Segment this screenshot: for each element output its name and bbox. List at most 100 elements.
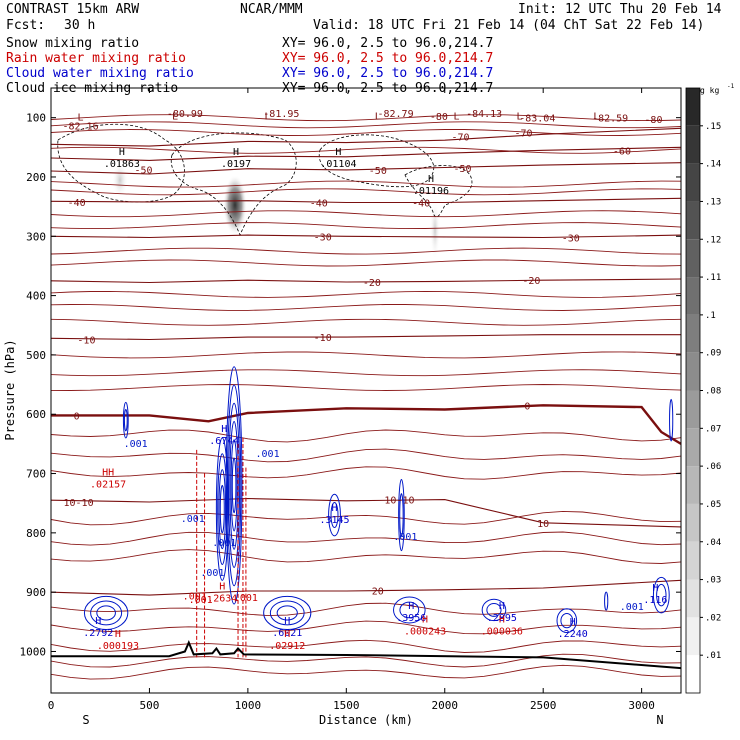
isotherm-line — [51, 146, 681, 154]
max-value-label: .3145 — [319, 515, 349, 526]
colorbar-swatch — [686, 503, 700, 542]
isotherm-line — [51, 510, 681, 526]
cloud-ice-contour — [57, 123, 185, 203]
rain-label: .001 — [183, 591, 207, 602]
max-value-label: .2895 — [487, 613, 517, 624]
isotherm-label: 10-10 — [64, 498, 94, 509]
cloud-water-contour — [228, 402, 241, 569]
colorbar-tick-label: .02 — [705, 613, 721, 623]
max-marker: HH — [102, 467, 114, 478]
plot-frame — [50, 87, 682, 694]
cloud-water-contour — [219, 484, 225, 534]
isotherm-line — [51, 180, 681, 188]
y-tick-label: 800 — [26, 527, 46, 540]
cloud-water-contour — [560, 613, 574, 629]
isotherm-label: -50 — [369, 166, 387, 177]
colorbar-swatch — [686, 201, 700, 240]
cloud-water-contour — [556, 608, 578, 634]
y-tick-label: 200 — [26, 171, 46, 184]
max-marker: H — [233, 147, 239, 158]
colorbar-tick-label: .07 — [705, 424, 721, 434]
isotherm-line — [51, 549, 681, 564]
min-marker: L — [517, 111, 523, 122]
cloud-water-contour — [652, 576, 670, 614]
cloud-water-contour — [328, 493, 341, 537]
colorbar-tick-label: .03 — [705, 576, 721, 586]
max-marker: H — [284, 629, 290, 640]
legend-rain-label: Rain water mixing ratio — [6, 51, 187, 66]
isotherm-line — [51, 318, 681, 326]
isotherm-line — [51, 162, 681, 175]
cloud-water-contour — [217, 453, 228, 566]
max-value-label: .2240 — [558, 629, 588, 640]
colorbar-swatch — [686, 428, 700, 467]
colorbar-tick-label: .06 — [705, 462, 721, 472]
cloud-water-contour — [269, 600, 305, 626]
cloud-water-contour — [669, 398, 674, 442]
isotherm-line — [51, 129, 681, 136]
isotherm-line — [51, 579, 681, 596]
rain-label: .001 — [234, 593, 258, 604]
isotherm-label: 0 — [524, 401, 530, 412]
isotherm-label: -82.79 — [377, 109, 413, 120]
max-value-label: .6744 — [209, 436, 239, 447]
max-marker: H — [219, 581, 225, 592]
isotherm-line — [51, 197, 681, 204]
max-value-label: .000193 — [97, 641, 139, 652]
max-marker: H — [221, 424, 227, 435]
cloud-water-contour — [399, 601, 420, 619]
cloud-water-contour — [230, 439, 238, 532]
max-value-label: .6021 — [272, 628, 302, 639]
snow-shade-faint — [112, 162, 128, 198]
colorbar-swatch — [686, 277, 700, 315]
isotherm-line — [51, 247, 681, 255]
isotherm-line — [51, 429, 681, 443]
y-tick-label: 500 — [26, 349, 46, 362]
y-tick-label: 1000 — [20, 645, 47, 658]
cloud-water-contour — [122, 401, 129, 439]
model-title: CONTRAST 15km ARW — [6, 2, 140, 17]
colorbar-swatch — [686, 352, 700, 391]
x-tick-label: 1500 — [333, 699, 360, 712]
colorbar-tick-label: .14 — [705, 160, 721, 170]
endpoint-left: S — [82, 713, 89, 727]
colorbar-tick-label: .05 — [705, 500, 721, 510]
rain-label: .001 — [189, 595, 213, 606]
isotherm-line — [51, 222, 681, 230]
max-value-label: .2792 — [83, 628, 113, 639]
x-tick-label: 500 — [140, 699, 160, 712]
isotherm-line — [51, 127, 681, 147]
max-marker: H — [95, 616, 101, 627]
colorbar: .15 .14 .13 .12 .11 .1 .09 .08 .07 .06 .05 .04 .03 .0… — [685, 87, 721, 694]
colorbar-tick-label: .13 — [705, 197, 721, 207]
cloud-water-label: .001 — [200, 568, 224, 579]
x-tick-label: 2500 — [530, 699, 557, 712]
isotherm-line — [51, 351, 681, 359]
y-tick-label: 700 — [26, 468, 46, 481]
isotherm-label: -80 — [644, 115, 662, 126]
isotherm-label: -84.13 — [466, 109, 502, 120]
isotherm-line — [51, 664, 681, 680]
isotherm-label: -10 — [77, 335, 95, 346]
colorbar-unit: g kg — [700, 86, 719, 95]
cloud-water-contour — [276, 605, 298, 621]
legend-cloudwater-label: Cloud water mixing ratio — [6, 66, 194, 81]
colorbar-swatch — [686, 617, 700, 656]
x-axis-title: Distance (km) — [319, 713, 413, 727]
isotherm-line — [51, 384, 681, 391]
isotherm-line — [51, 602, 681, 617]
cloud-ice-contour — [404, 165, 473, 218]
isotherm-label: 20 — [372, 586, 384, 597]
colorbar-swatch — [686, 390, 700, 429]
max-marker: H — [408, 601, 414, 612]
isotherm-label: 0 — [74, 411, 80, 422]
isotherm-label: 10 — [537, 519, 549, 530]
max-value-label: .000036 — [481, 627, 523, 638]
isotherm-label: -82.16 — [62, 121, 98, 132]
isotherm-line — [51, 146, 681, 161]
colorbar-tick-label: .15 — [705, 122, 721, 132]
min-marker: L — [172, 111, 178, 122]
min-marker: L — [593, 111, 599, 122]
cloud-water-contour — [231, 457, 237, 514]
